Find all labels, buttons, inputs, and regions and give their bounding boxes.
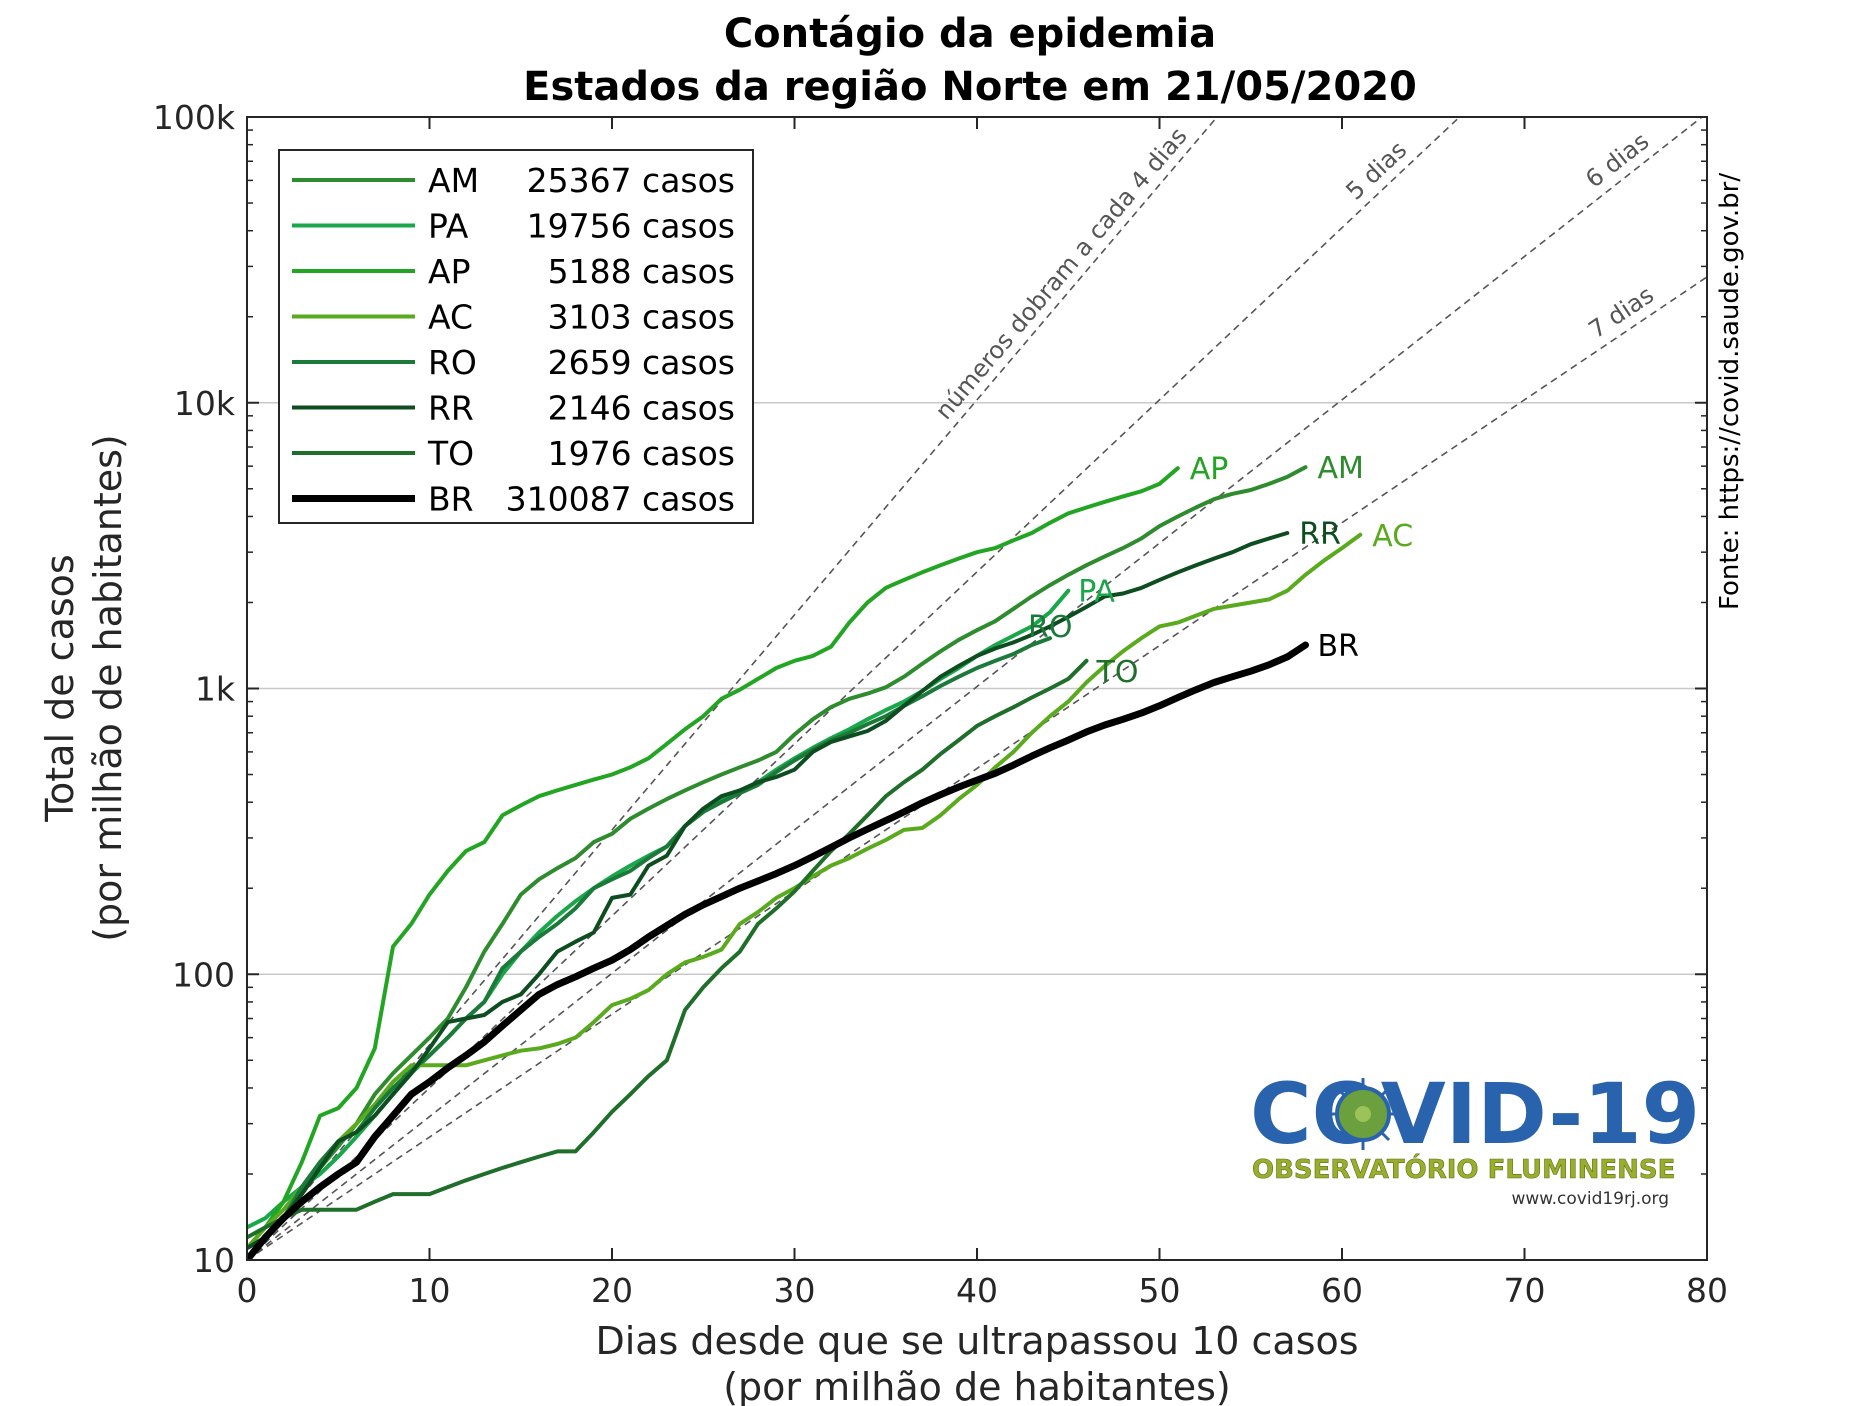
logo-url: www.covid19rj.org (1511, 1189, 1669, 1209)
chart-subtitle: Estados da região Norte em 21/05/2020 (523, 64, 1417, 110)
series-end-label-ro: RO (1028, 610, 1072, 645)
logo-title: COVID-19 (1250, 1065, 1700, 1163)
legend-cases-ap: 5188 casos (548, 252, 735, 291)
series-end-label-to: TO (1096, 655, 1139, 690)
x-tick-label: 30 (774, 1271, 816, 1310)
series-end-label-am: AM (1318, 451, 1364, 486)
reference-line-7-dias (247, 276, 1707, 1260)
x-tick-label: 10 (409, 1271, 451, 1310)
y-axis-label-unit: (por milhão de habitantes) (86, 434, 130, 942)
source-note: Fonte: https://covid.saude.gov.br/ (1715, 173, 1745, 610)
series-line-to (247, 658, 1089, 1240)
y-tick-label: 10k (174, 384, 236, 423)
y-tick-label: 100 (172, 955, 235, 994)
legend-label-ap: AP (428, 252, 470, 291)
series-line-ap (247, 466, 1180, 1251)
legend-label-ro: RO (428, 343, 477, 382)
legend-cases-rr: 2146 casos (548, 389, 735, 428)
legend-cases-am: 25367 casos (527, 161, 735, 200)
series-line-ro (247, 636, 1052, 1251)
covid19-observatorio-logo: COVID-19 OBSERVATÓRIO FLUMINENSE www.cov… (1250, 1065, 1700, 1209)
legend-cases-to: 1976 casos (548, 434, 735, 473)
x-tick-label: 50 (1139, 1271, 1181, 1310)
legend-cases-pa: 19756 casos (527, 207, 735, 246)
legend-label-br: BR (428, 480, 474, 519)
legend-label-rr: RR (428, 389, 474, 428)
doubling-reference-lines (247, 117, 1707, 1260)
y-tick-label: 1k (195, 670, 236, 709)
series-line-br (247, 641, 1309, 1260)
y-axis-label: Total de casos (38, 554, 82, 822)
x-tick-label: 40 (956, 1271, 998, 1310)
legend-cases-ro: 2659 casos (548, 343, 735, 382)
series-end-label-ac: AC (1372, 519, 1413, 554)
series-end-label-br: BR (1318, 629, 1359, 664)
x-axis-label-unit: (por milhão de habitantes) (723, 1365, 1231, 1406)
x-tick-label: 70 (1504, 1271, 1546, 1310)
legend-box (278, 149, 754, 524)
legend-label-to: TO (427, 434, 474, 473)
x-tick-label: 20 (591, 1271, 633, 1310)
x-tick-label: 0 (237, 1271, 258, 1310)
x-tick-label: 80 (1686, 1271, 1728, 1310)
series-end-label-pa: PA (1078, 575, 1115, 610)
reference-line-4-dias (247, 117, 1219, 1260)
legend-cases-br: 310087 casos (506, 480, 735, 519)
chart-title: Contágio da epidemia (724, 11, 1216, 57)
series-end-label-rr: RR (1299, 517, 1341, 552)
legend-label-am: AM (428, 161, 479, 200)
x-axis-label: Dias desde que se ultrapassou 10 casos (595, 1319, 1358, 1363)
y-tick-label: 100k (153, 98, 236, 137)
series-end-label-ap: AP (1190, 452, 1229, 487)
legend-label-ac: AC (428, 298, 473, 337)
virus-icon (1327, 1078, 1399, 1150)
reference-line-6-dias (247, 117, 1704, 1260)
legend: AM 25367 casos PA 19756 casos AP 5188 casos AC… (278, 149, 754, 524)
series-lines (247, 465, 1363, 1260)
series-line-rr (247, 531, 1290, 1251)
legend-label-pa: PA (428, 207, 469, 246)
y-tick-label: 10 (193, 1241, 235, 1280)
series-line-am (247, 465, 1308, 1251)
legend-cases-ac: 3103 casos (548, 298, 735, 337)
x-tick-label: 60 (1321, 1271, 1363, 1310)
logo-subtitle: OBSERVATÓRIO FLUMINENSE (1252, 1153, 1675, 1185)
